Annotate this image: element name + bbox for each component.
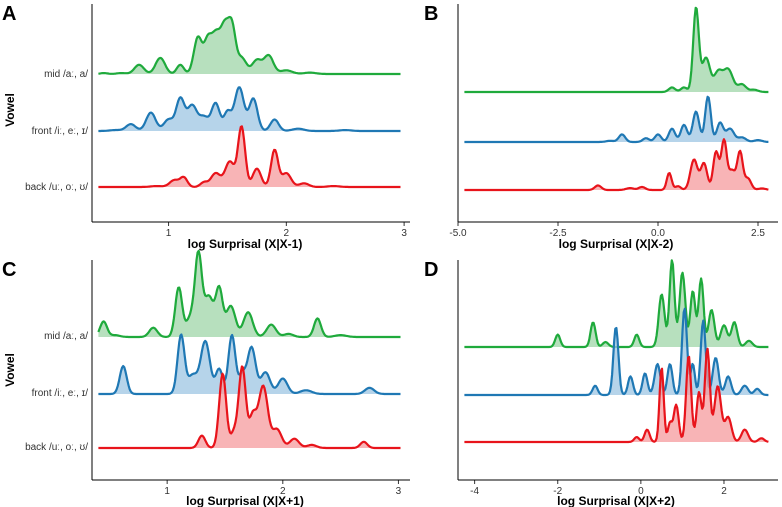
density-fill-front-c bbox=[98, 334, 401, 394]
x-tick-label-b: -2.5 bbox=[549, 228, 567, 239]
panel-d: D -4 -2 0 2 log Surprisal (X|X+2) bbox=[424, 259, 778, 507]
density-curve-front-a bbox=[98, 86, 401, 133]
x-tick-label-a: 2 bbox=[284, 228, 290, 239]
x-tick-label-a: 1 bbox=[166, 228, 172, 239]
x-tick-label-c: 1 bbox=[164, 486, 170, 497]
density-curve-back-b bbox=[464, 138, 769, 192]
x-tick-label-c: 2 bbox=[280, 486, 286, 497]
density-curve-front-b bbox=[464, 95, 769, 144]
density-curve-front-c bbox=[98, 333, 401, 396]
panel-a: A Vowel mid /aː, a/ front /iː, eː, ɪ/ ba… bbox=[2, 3, 410, 251]
density-fill-front-b bbox=[464, 96, 769, 142]
x-ticks-d: -4 -2 0 2 bbox=[470, 480, 727, 497]
density-curve-back-c bbox=[98, 365, 401, 450]
x-axis-title-d: log Surprisal (X|X+2) bbox=[557, 494, 675, 507]
density-fill-mid-c bbox=[98, 250, 401, 337]
x-tick-label-b: 2.5 bbox=[751, 228, 765, 239]
ridges-b bbox=[464, 6, 769, 192]
y-axis-title-a: Vowel bbox=[3, 93, 17, 127]
x-tick-label-b: -5.0 bbox=[449, 228, 467, 239]
density-curve-back-d bbox=[464, 347, 769, 444]
y-axis-title-c: Vowel bbox=[3, 353, 17, 387]
density-fill-front-d bbox=[464, 308, 769, 395]
x-ticks-c: 1 2 3 bbox=[164, 480, 402, 497]
density-curve-front-d bbox=[464, 307, 769, 397]
density-fill-mid-d bbox=[464, 260, 769, 347]
density-fill-back-b bbox=[464, 139, 769, 190]
density-curve-back-a bbox=[98, 125, 401, 189]
category-label-mid-a: mid /aː, a/ bbox=[44, 69, 88, 80]
category-label-mid-c: mid /aː, a/ bbox=[44, 331, 88, 342]
category-label-front-a: front /iː, eː, ɪ/ bbox=[32, 126, 89, 137]
category-label-back-a: back /uː, oː, ʊ/ bbox=[25, 182, 88, 193]
panel-letter-d: D bbox=[424, 259, 438, 281]
x-tick-label-c: 3 bbox=[396, 486, 402, 497]
ridges-c bbox=[97, 249, 401, 450]
ridges-a bbox=[98, 15, 401, 189]
density-curve-mid-c bbox=[97, 249, 401, 339]
density-curve-mid-a bbox=[98, 15, 401, 76]
panel-c: C Vowel mid /aː, a/ front /iː, eː, ɪ/ ba… bbox=[2, 249, 410, 507]
x-axis-title-b: log Surprisal (X|X-2) bbox=[559, 237, 674, 251]
x-tick-label-a: 3 bbox=[401, 228, 407, 239]
category-label-front-c: front /iː, eː, ɪ/ bbox=[32, 388, 89, 399]
density-fill-mid-b bbox=[464, 7, 769, 92]
density-curve-mid-b bbox=[464, 6, 769, 94]
x-axis-title-a: log Surprisal (X|X-1) bbox=[188, 237, 303, 251]
x-tick-label-d: -4 bbox=[470, 486, 479, 497]
x-tick-label-d: 0 bbox=[638, 486, 644, 497]
panel-letter-c: C bbox=[2, 259, 16, 281]
x-tick-label-b: 0.0 bbox=[651, 228, 665, 239]
panel-letter-b: B bbox=[424, 3, 438, 25]
panel-b: B -5.0 -2.5 0.0 2.5 log Surprisal (X|X-2) bbox=[424, 3, 778, 251]
x-ticks-b: -5.0 -2.5 0.0 2.5 bbox=[449, 222, 765, 239]
x-axis-title-c: log Surprisal (X|X+1) bbox=[186, 494, 304, 507]
category-label-back-c: back /uː, oː, ʊ/ bbox=[25, 442, 88, 453]
x-tick-label-d: -2 bbox=[553, 486, 562, 497]
density-fill-front-a bbox=[98, 87, 401, 131]
ridges-d bbox=[464, 259, 769, 444]
density-fill-back-c bbox=[98, 366, 401, 448]
panel-letter-a: A bbox=[2, 3, 16, 25]
x-ticks-a: 1 2 3 bbox=[166, 222, 407, 239]
x-tick-label-d: 2 bbox=[721, 486, 727, 497]
